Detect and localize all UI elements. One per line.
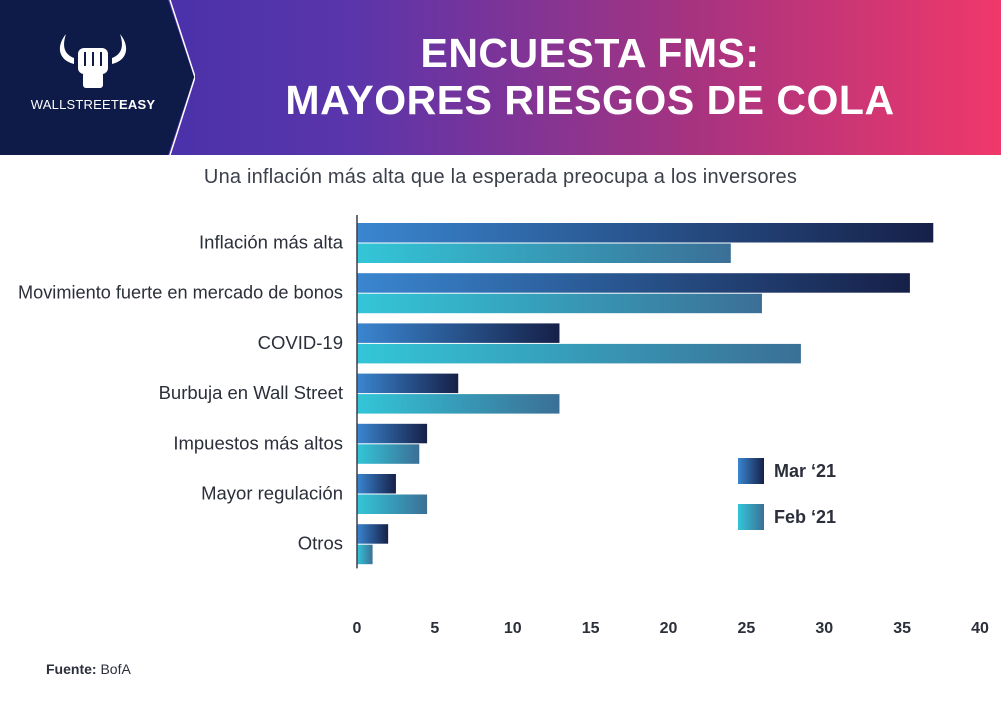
bull-fist-logo-icon: [59, 34, 127, 88]
x-tick-label: 25: [737, 620, 755, 637]
bar-feb: [357, 343, 801, 364]
bar-chart: Inflación más alta Movimiento fuerte en m…: [18, 215, 989, 637]
bar-mar: [357, 323, 560, 343]
bar-feb: [357, 494, 428, 514]
page-title: ENCUESTA FMS: MAYORES RIESGOS DE COLA: [200, 30, 980, 124]
bar-mar: [357, 373, 459, 394]
category-label: Otros: [298, 533, 343, 554]
title-line-2: MAYORES RIESGOS DE COLA: [285, 77, 895, 123]
category-label: Movimiento fuerte en mercado de bonos: [18, 282, 343, 303]
chart-subtitle: Una inflación más alta que la esperada p…: [203, 166, 798, 188]
brand-name-part1: WALLSTREET: [30, 97, 119, 112]
x-tick-label: 35: [893, 620, 911, 637]
bar-feb: [357, 293, 762, 314]
bar-mar: [357, 423, 428, 444]
source-value: BofA: [100, 661, 131, 677]
bar-mar: [357, 223, 934, 243]
bar-feb: [357, 444, 420, 464]
header-banner: WALLSTREETEASY ENCUESTA FMS: MAYORES RIE…: [0, 0, 1001, 155]
category-label: Impuestos más altos: [173, 432, 343, 453]
legend-label-feb: Feb ‘21: [774, 507, 836, 527]
legend-label-mar: Mar ‘21: [774, 461, 836, 481]
category-label: Inflación más alta: [199, 232, 344, 253]
x-tick-label: 15: [582, 620, 600, 637]
bar-feb: [357, 394, 560, 414]
category-label: Burbuja en Wall Street: [159, 382, 343, 403]
bar-mar: [357, 273, 910, 293]
bar-feb: [357, 243, 731, 263]
category-label: Mayor regulación: [201, 483, 343, 504]
title-line-1: ENCUESTA FMS:: [420, 30, 760, 76]
brand-name-part2: EASY: [119, 97, 156, 112]
x-tick-label: 30: [815, 620, 833, 637]
x-tick-label: 20: [660, 620, 678, 637]
legend-swatch-feb: [738, 504, 764, 530]
bar-mar: [357, 474, 396, 494]
category-label: COVID-19: [258, 332, 343, 353]
x-tick-label: 0: [353, 620, 362, 637]
brand-wordmark: WALLSTREETEASY: [0, 97, 186, 112]
source-label: Fuente:: [46, 661, 97, 677]
logo-panel: WALLSTREETEASY: [0, 0, 195, 155]
legend-swatch-mar: [738, 458, 764, 484]
x-tick-label: 5: [430, 620, 439, 637]
bar-mar: [357, 524, 389, 544]
x-tick-label: 10: [504, 620, 522, 637]
source-note: Fuente: BofA: [46, 661, 131, 677]
x-tick-label: 40: [971, 620, 989, 637]
bar-feb: [357, 544, 373, 565]
